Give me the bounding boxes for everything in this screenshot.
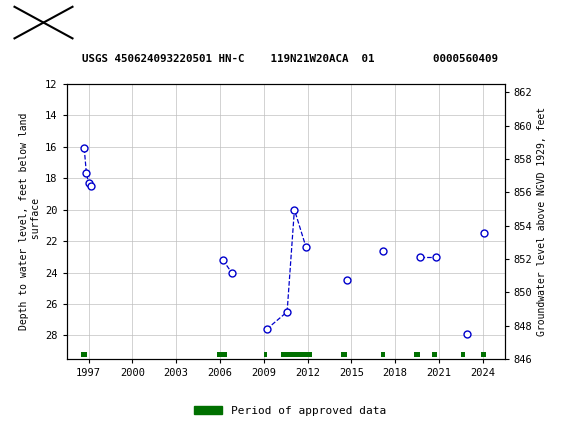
- Bar: [380, 352, 385, 357]
- Bar: [414, 352, 420, 357]
- Bar: [217, 352, 227, 357]
- Y-axis label: Depth to water level, feet below land
 surface: Depth to water level, feet below land su…: [19, 113, 41, 330]
- Bar: [432, 352, 437, 357]
- Bar: [264, 352, 267, 357]
- Y-axis label: Groundwater level above NGVD 1929, feet: Groundwater level above NGVD 1929, feet: [536, 107, 546, 336]
- Bar: [481, 352, 485, 357]
- Text: USGS: USGS: [79, 15, 126, 30]
- Bar: [81, 352, 87, 357]
- Legend: Period of approved data: Period of approved data: [190, 401, 390, 420]
- Bar: [341, 352, 347, 357]
- Bar: [461, 352, 465, 357]
- Bar: [281, 352, 312, 357]
- Bar: [14, 7, 72, 38]
- Text: USGS 450624093220501 HN-C    119N21W20ACA  01         0000560409: USGS 450624093220501 HN-C 119N21W20ACA 0…: [82, 54, 498, 64]
